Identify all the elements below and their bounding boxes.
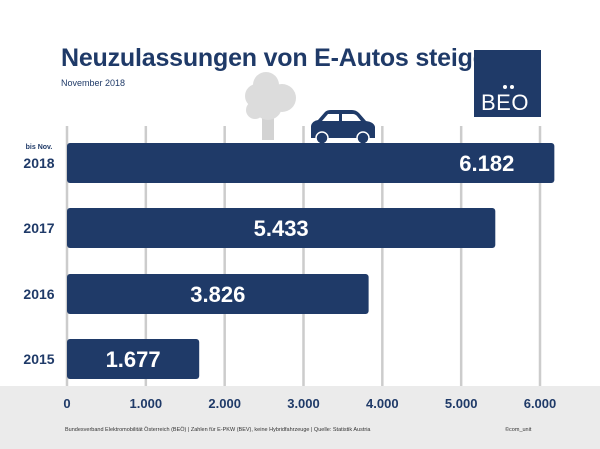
- category-labels: 2018 bis Nov. 2017 2016 2015: [23, 144, 54, 367]
- x-axis-ticks: 0 1.000 2.000 3.000 4.000 5.000 6.000: [63, 396, 556, 411]
- bar: [67, 339, 200, 379]
- bar-value-label: 1.677: [106, 347, 161, 372]
- bar: [67, 143, 555, 183]
- category-label: 2018: [23, 155, 54, 171]
- car-icon: [311, 110, 375, 145]
- bar-value-label: 3.826: [190, 282, 245, 307]
- bar-value-label: 6.182: [459, 151, 514, 176]
- bar: [67, 208, 496, 248]
- footer-band: [0, 386, 600, 449]
- x-tick-label: 2.000: [208, 396, 241, 411]
- x-tick-label: 1.000: [130, 396, 163, 411]
- x-tick-label: 3.000: [287, 396, 320, 411]
- bars: 6.182 5.433 3.826 1.677: [67, 143, 555, 379]
- x-tick-label: 5.000: [445, 396, 478, 411]
- tree-icon: [245, 72, 296, 140]
- x-tick-label: 0: [63, 396, 70, 411]
- category-note: bis Nov.: [26, 144, 53, 151]
- x-tick-label: 6.000: [524, 396, 557, 411]
- beo-logo: BEO: [474, 50, 541, 117]
- x-tick-label: 4.000: [366, 396, 399, 411]
- category-label: 2015: [23, 351, 54, 367]
- bar-value-label: 5.433: [254, 216, 309, 241]
- category-label: 2016: [23, 286, 54, 302]
- logo-dots: [503, 76, 517, 94]
- footer-note: Bundesverband Elektromobilität Österreic…: [65, 427, 371, 433]
- category-label: 2017: [23, 220, 54, 236]
- page-subtitle: November 2018: [61, 78, 126, 88]
- bar: [67, 274, 369, 314]
- footer-credit: ©com_unit: [505, 427, 532, 433]
- page-title: Neuzulassungen von E-Autos steigen: [61, 44, 502, 72]
- logo-text: BEO: [481, 90, 529, 115]
